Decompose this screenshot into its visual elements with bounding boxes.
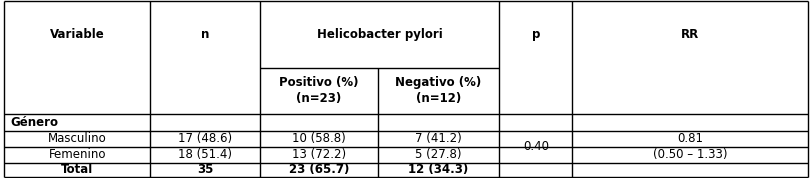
Text: Negativo (%)
(n=12): Negativo (%) (n=12) — [395, 76, 481, 105]
Text: 23 (65.7): 23 (65.7) — [288, 163, 349, 177]
Text: Variable: Variable — [49, 28, 105, 41]
Text: Helicobacter pylori: Helicobacter pylori — [316, 28, 442, 41]
Text: n: n — [200, 28, 209, 41]
Text: 13 (72.2): 13 (72.2) — [291, 148, 345, 161]
Text: 17 (48.6): 17 (48.6) — [178, 132, 232, 145]
Text: 0.81
(0.50 – 1.33): 0.81 (0.50 – 1.33) — [652, 132, 727, 161]
Text: 7 (41.2): 7 (41.2) — [414, 132, 461, 145]
Text: 10 (58.8): 10 (58.8) — [291, 132, 345, 145]
Text: 18 (51.4): 18 (51.4) — [178, 148, 232, 161]
Text: Femenino: Femenino — [49, 148, 105, 161]
Text: RR: RR — [680, 28, 698, 41]
Text: 12 (34.3): 12 (34.3) — [408, 163, 468, 177]
Text: Total: Total — [61, 163, 93, 177]
Text: Positivo (%)
(n=23): Positivo (%) (n=23) — [279, 76, 358, 105]
Text: 5 (27.8): 5 (27.8) — [414, 148, 461, 161]
Text: 0.40: 0.40 — [522, 140, 548, 153]
Text: Masculino: Masculino — [48, 132, 106, 145]
Text: 35: 35 — [196, 163, 213, 177]
Text: p: p — [531, 28, 539, 41]
Text: Género: Género — [11, 116, 58, 129]
